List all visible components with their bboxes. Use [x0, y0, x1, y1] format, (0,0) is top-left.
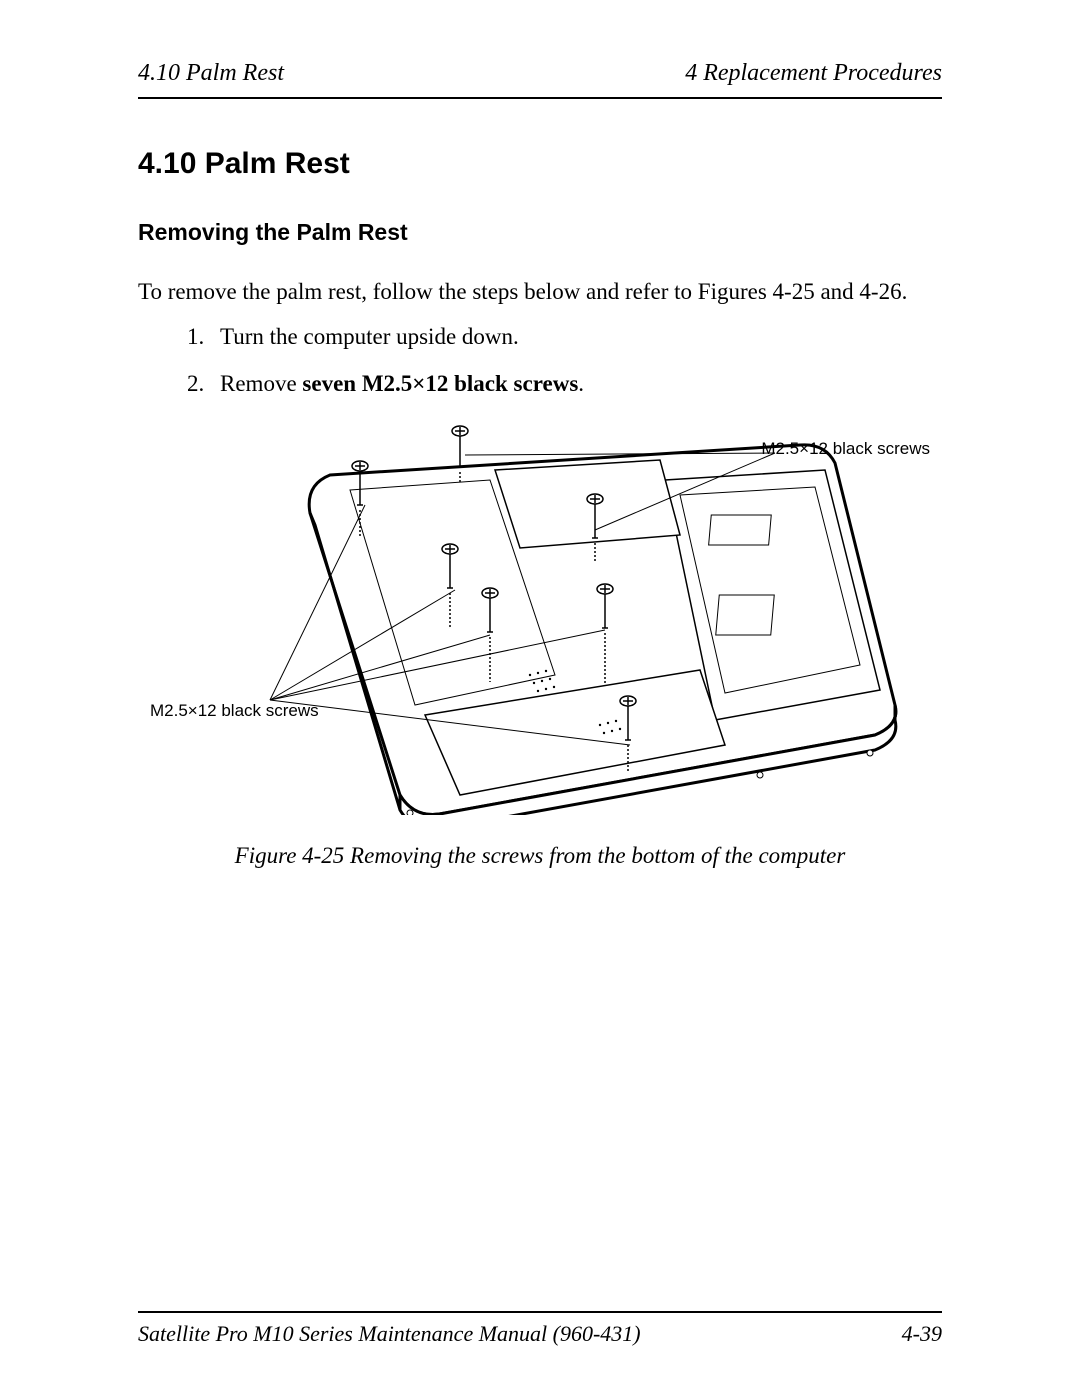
step-1: Turn the computer upside down.: [210, 321, 942, 352]
subsection-title: Removing the Palm Rest: [138, 219, 942, 246]
page: 4.10 Palm Rest 4 Replacement Procedures …: [0, 0, 1080, 1397]
steps-list: Turn the computer upside down. Remove se…: [138, 321, 942, 399]
laptop-bottom-diagram: [160, 415, 920, 815]
section-title: 4.10 Palm Rest: [138, 147, 942, 181]
running-foot: Satellite Pro M10 Series Maintenance Man…: [138, 1311, 942, 1347]
figure-caption: Figure 4-25 Removing the screws from the…: [138, 843, 942, 869]
step-2-prefix: Remove: [220, 371, 302, 396]
step-1-text: Turn the computer upside down.: [220, 324, 519, 349]
footer-right: 4-39: [902, 1321, 942, 1347]
footer-left: Satellite Pro M10 Series Maintenance Man…: [138, 1321, 641, 1347]
header-right: 4 Replacement Procedures: [685, 60, 942, 87]
step-2: Remove seven M2.5×12 black screws.: [210, 368, 942, 399]
step-2-suffix: .: [578, 371, 584, 396]
running-head: 4.10 Palm Rest 4 Replacement Procedures: [138, 60, 942, 99]
figure-label-left: M2.5×12 black screws: [150, 701, 319, 721]
intro-paragraph: To remove the palm rest, follow the step…: [138, 276, 942, 307]
figure-4-25: M2.5×12 black screws M2.5×12 black screw…: [160, 415, 920, 815]
step-2-bold: seven M2.5×12 black screws: [302, 371, 578, 396]
header-left: 4.10 Palm Rest: [138, 60, 284, 87]
figure-label-right: M2.5×12 black screws: [761, 439, 930, 459]
